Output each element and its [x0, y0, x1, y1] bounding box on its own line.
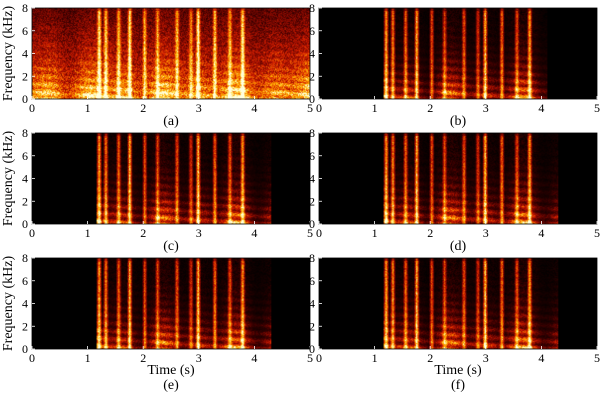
spectrogram-image — [319, 8, 597, 99]
x-tick-label: 3 — [196, 351, 202, 365]
spectrogram-image — [319, 258, 597, 349]
x-tick-label: 3 — [196, 101, 202, 115]
y-tick-label: 2 — [22, 319, 28, 333]
x-tick-label: 0 — [29, 351, 35, 365]
panel-label: (f) — [451, 378, 465, 393]
y-axis-label: Frequency (kHz) — [1, 6, 16, 102]
x-tick-label: 1 — [372, 101, 378, 115]
y-tick-label: 6 — [309, 24, 315, 38]
x-axis-label: Time (s) — [147, 363, 195, 378]
y-tick-label: 8 — [22, 126, 28, 140]
y-tick-label: 6 — [309, 149, 315, 163]
y-tick-label: 8 — [309, 251, 315, 265]
y-tick-label: 6 — [22, 149, 28, 163]
x-tick-label: 2 — [427, 351, 433, 365]
x-tick-label: 4 — [538, 101, 544, 115]
x-tick-label: 1 — [85, 351, 91, 365]
panel-label: (b) — [450, 114, 467, 129]
y-tick-label: 2 — [22, 194, 28, 208]
spectrogram-image — [319, 133, 597, 224]
x-tick-label: 2 — [427, 226, 433, 240]
y-axis-label: Frequency (kHz) — [1, 256, 16, 352]
panel-label: (c) — [163, 239, 179, 254]
x-tick-label: 0 — [316, 351, 322, 365]
y-tick-label: 8 — [309, 1, 315, 15]
y-tick-label: 8 — [22, 251, 28, 265]
x-tick-label: 0 — [29, 101, 35, 115]
spectrogram-image — [32, 133, 310, 224]
y-tick-label: 4 — [309, 297, 315, 311]
panel-label: (d) — [450, 239, 467, 254]
y-tick-label: 6 — [22, 24, 28, 38]
y-tick-label: 4 — [309, 47, 315, 61]
x-axis-label: Time (s) — [434, 363, 482, 378]
x-tick-label: 5 — [307, 101, 313, 115]
x-tick-label: 1 — [85, 101, 91, 115]
y-tick-label: 8 — [309, 126, 315, 140]
x-tick-label: 2 — [140, 226, 146, 240]
x-tick-label: 5 — [307, 226, 313, 240]
y-tick-label: 6 — [309, 274, 315, 288]
x-tick-label: 3 — [483, 101, 489, 115]
spectrogram-image — [32, 258, 310, 349]
x-tick-label: 5 — [594, 101, 600, 115]
x-tick-label: 4 — [251, 226, 257, 240]
x-tick-label: 2 — [140, 351, 146, 365]
spectrogram-image — [32, 8, 310, 99]
x-tick-label: 0 — [316, 226, 322, 240]
y-tick-label: 0 — [22, 342, 28, 356]
y-tick-label: 8 — [22, 1, 28, 15]
x-tick-label: 4 — [251, 351, 257, 365]
x-tick-label: 0 — [316, 101, 322, 115]
y-tick-label: 0 — [309, 217, 315, 231]
x-tick-label: 1 — [85, 226, 91, 240]
x-tick-label: 1 — [372, 351, 378, 365]
y-tick-label: 2 — [309, 194, 315, 208]
y-tick-label: 0 — [309, 342, 315, 356]
x-tick-label: 4 — [538, 351, 544, 365]
y-tick-label: 2 — [309, 319, 315, 333]
x-tick-label: 0 — [29, 226, 35, 240]
x-tick-label: 5 — [594, 226, 600, 240]
y-tick-label: 4 — [22, 297, 28, 311]
x-tick-label: 3 — [483, 226, 489, 240]
x-tick-label: 5 — [594, 351, 600, 365]
x-tick-label: 5 — [307, 351, 313, 365]
x-tick-label: 2 — [427, 101, 433, 115]
panel-label: (e) — [163, 378, 179, 393]
y-axis-label: Frequency (kHz) — [1, 131, 16, 227]
y-tick-label: 0 — [22, 217, 28, 231]
y-tick-label: 4 — [22, 172, 28, 186]
y-tick-label: 6 — [22, 274, 28, 288]
y-tick-label: 4 — [22, 47, 28, 61]
x-tick-label: 2 — [140, 101, 146, 115]
x-tick-label: 1 — [372, 226, 378, 240]
x-tick-label: 3 — [196, 226, 202, 240]
y-tick-label: 0 — [22, 92, 28, 106]
y-tick-label: 4 — [309, 172, 315, 186]
y-tick-label: 2 — [309, 69, 315, 83]
y-tick-label: 0 — [309, 92, 315, 106]
x-tick-label: 3 — [483, 351, 489, 365]
panel-label: (a) — [163, 114, 179, 129]
x-tick-label: 4 — [251, 101, 257, 115]
x-tick-label: 4 — [538, 226, 544, 240]
y-tick-label: 2 — [22, 69, 28, 83]
